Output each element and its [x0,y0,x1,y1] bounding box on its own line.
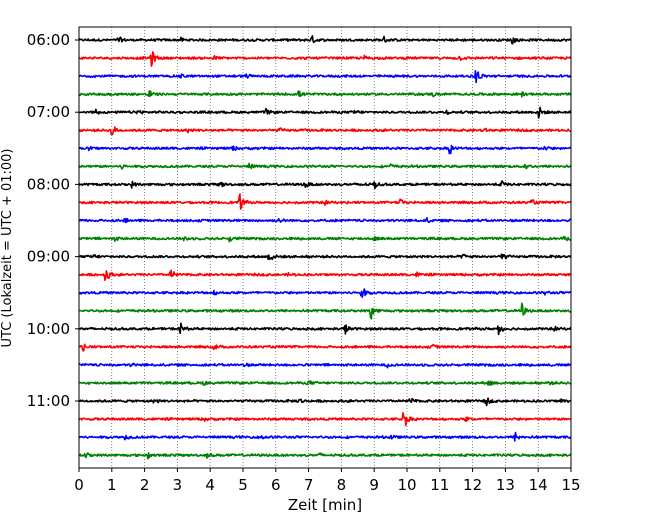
x-tick-label: 1 [107,476,117,494]
seismic-trace [78,302,572,320]
seismic-trace [78,269,572,282]
y-tick-label: 09:00 [27,248,70,266]
x-axis-ticks: 0 1 2 3 4 5 6 7 8 9 10 11 12 13 14 15 [74,468,581,494]
seismic-trace [78,362,572,369]
seismic-trace [78,322,572,336]
seismic-trace [78,70,572,84]
seismic-trace [78,106,572,119]
x-tick-label: 7 [304,476,314,494]
y-tick-label: 07:00 [27,103,70,121]
traces-layer [78,35,572,460]
x-tick-label: 15 [561,476,580,494]
y-tick-label: 08:00 [27,175,70,193]
plot-frame [78,26,572,469]
x-axis-label: Zeit [min] [288,496,362,514]
x-tick-label: 13 [496,476,515,494]
seismic-trace [78,51,572,67]
x-tick-label: 10 [397,476,416,494]
seismic-trace [78,235,572,243]
x-tick-label: 6 [271,476,281,494]
seismic-trace [78,217,572,224]
y-axis-label: UTC (Lokalzeit = UTC + 01:00) [0,149,15,348]
seismic-trace [78,126,572,136]
y-tick-label: 10:00 [27,320,70,338]
seismic-trace [78,288,572,299]
seismic-trace [78,397,572,407]
seismic-trace [78,90,572,98]
x-tick-label: 11 [430,476,449,494]
seismic-trace [78,253,572,261]
y-tick-label: 06:00 [27,31,70,49]
x-tick-label: 2 [140,476,150,494]
seismic-trace [78,452,572,460]
x-tick-label: 5 [238,476,248,494]
y-tick-label: 11:00 [27,392,70,410]
seismic-trace [78,144,572,155]
y-axis-ticks: 06:00 07:00 08:00 09:00 10:00 11:00 [27,31,79,410]
seismic-trace [78,180,572,190]
seismic-trace [78,411,572,427]
seismic-trace [78,343,572,352]
x-tick-label: 3 [173,476,183,494]
x-tick-label: 8 [337,476,347,494]
x-tick-label: 4 [205,476,215,494]
x-tick-label: 0 [74,476,84,494]
x-tick-label: 9 [369,476,379,494]
seismic-trace [78,193,572,210]
seismic-trace [78,431,572,442]
seismic-trace [78,162,572,170]
seismic-trace [78,380,572,386]
seismic-trace [78,35,572,45]
x-tick-label: 12 [463,476,482,494]
x-tick-label: 14 [529,476,548,494]
